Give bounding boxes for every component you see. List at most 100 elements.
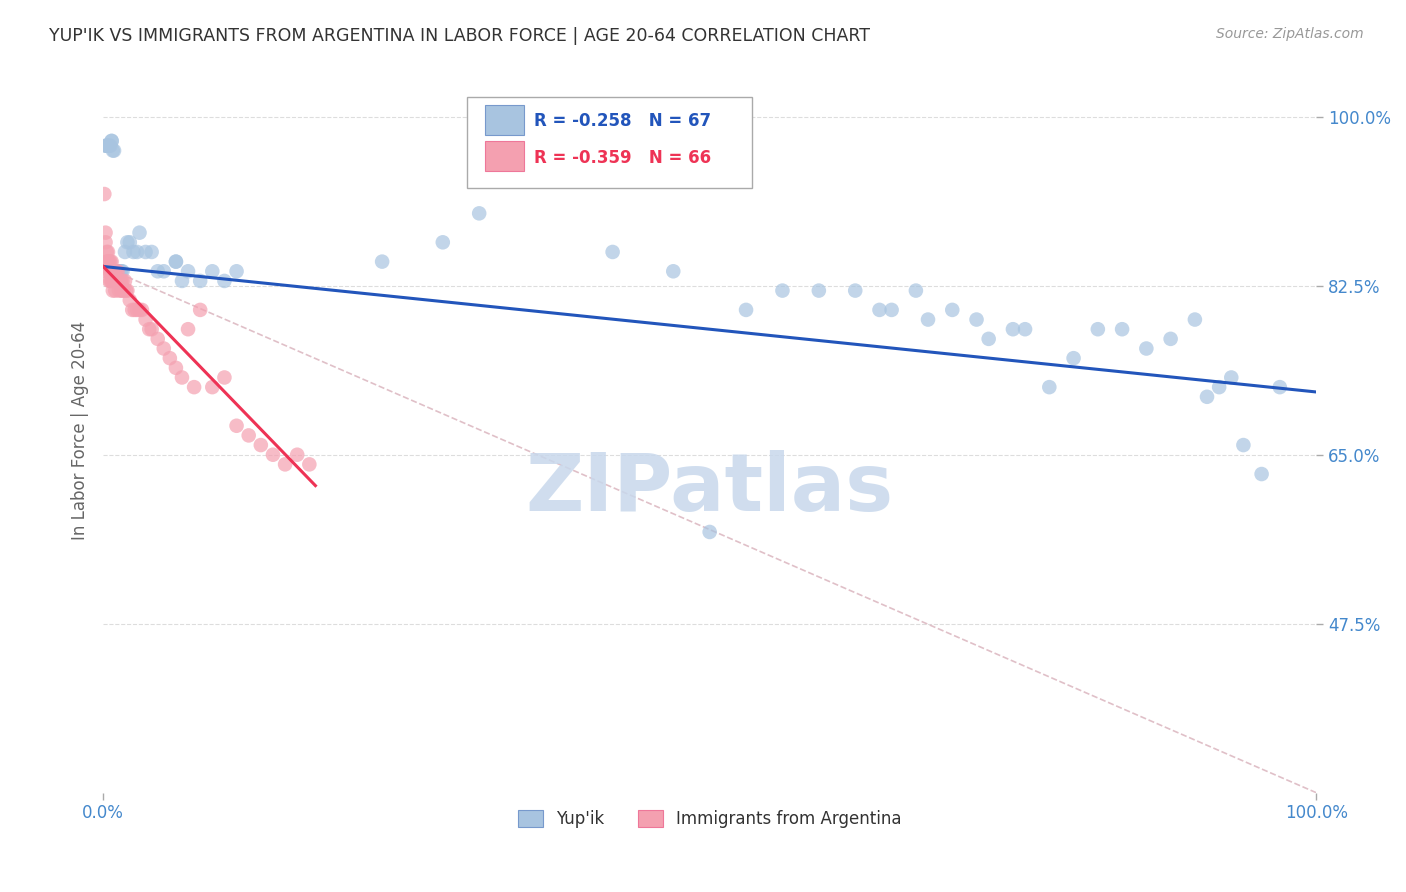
- Point: [1184, 312, 1206, 326]
- Point: [880, 302, 903, 317]
- Point: [103, 264, 125, 278]
- Point: [1268, 380, 1291, 394]
- Point: [238, 428, 260, 442]
- Point: [1014, 322, 1036, 336]
- Point: [108, 274, 131, 288]
- Point: [100, 254, 122, 268]
- Point: [105, 274, 128, 288]
- Point: [104, 264, 127, 278]
- Legend: Yup'ik, Immigrants from Argentina: Yup'ik, Immigrants from Argentina: [512, 804, 908, 835]
- Point: [97, 254, 120, 268]
- Point: [96, 254, 118, 268]
- Point: [97, 244, 120, 259]
- Point: [110, 284, 132, 298]
- Point: [188, 274, 211, 288]
- Point: [98, 138, 121, 153]
- Point: [152, 342, 174, 356]
- Point: [1063, 351, 1085, 366]
- Point: [735, 302, 758, 317]
- Point: [112, 284, 135, 298]
- Point: [170, 370, 193, 384]
- Point: [107, 264, 129, 278]
- Point: [214, 370, 236, 384]
- Point: [1232, 438, 1254, 452]
- Point: [699, 524, 721, 539]
- Point: [1250, 467, 1272, 481]
- Point: [100, 134, 122, 148]
- Point: [262, 448, 284, 462]
- Point: [98, 254, 121, 268]
- Point: [115, 284, 138, 298]
- Point: [135, 244, 157, 259]
- Point: [104, 264, 127, 278]
- Point: [101, 264, 124, 278]
- Point: [96, 138, 118, 153]
- Point: [1220, 370, 1243, 384]
- Point: [96, 138, 118, 153]
- Point: [117, 235, 139, 250]
- Point: [917, 312, 939, 326]
- Point: [117, 284, 139, 298]
- Point: [201, 380, 224, 394]
- Point: [468, 206, 491, 220]
- Point: [432, 235, 454, 250]
- Point: [108, 274, 131, 288]
- Point: [108, 264, 131, 278]
- Point: [941, 302, 963, 317]
- Point: [225, 264, 247, 278]
- Point: [108, 264, 131, 278]
- Point: [274, 458, 297, 472]
- Point: [98, 264, 121, 278]
- Point: [165, 254, 187, 268]
- Point: [1087, 322, 1109, 336]
- Point: [105, 264, 128, 278]
- Point: [201, 264, 224, 278]
- Text: R = -0.359   N = 66: R = -0.359 N = 66: [534, 149, 711, 167]
- Point: [101, 144, 124, 158]
- Point: [602, 244, 624, 259]
- Point: [94, 235, 117, 250]
- Point: [977, 332, 1000, 346]
- Point: [141, 244, 163, 259]
- Point: [124, 302, 146, 317]
- Point: [100, 254, 122, 268]
- Point: [904, 284, 927, 298]
- Point: [1038, 380, 1060, 394]
- Point: [105, 264, 128, 278]
- Point: [146, 264, 169, 278]
- Point: [772, 284, 794, 298]
- Point: [225, 418, 247, 433]
- Point: [127, 302, 149, 317]
- FancyBboxPatch shape: [485, 104, 524, 136]
- Point: [103, 274, 125, 288]
- Point: [101, 274, 124, 288]
- Point: [1111, 322, 1133, 336]
- Point: [869, 302, 891, 317]
- Point: [121, 302, 143, 317]
- Point: [100, 138, 122, 153]
- Point: [1001, 322, 1024, 336]
- Point: [111, 274, 134, 288]
- Point: [100, 134, 122, 148]
- Point: [128, 302, 150, 317]
- Text: ZIPatlas: ZIPatlas: [526, 450, 894, 527]
- Point: [146, 332, 169, 346]
- Text: YUP'IK VS IMMIGRANTS FROM ARGENTINA IN LABOR FORCE | AGE 20-64 CORRELATION CHART: YUP'IK VS IMMIGRANTS FROM ARGENTINA IN L…: [49, 27, 870, 45]
- Point: [371, 254, 394, 268]
- Point: [159, 351, 181, 366]
- Point: [807, 284, 830, 298]
- Point: [1208, 380, 1230, 394]
- Point: [108, 284, 131, 298]
- Point: [844, 284, 866, 298]
- Point: [662, 264, 685, 278]
- Text: Source: ZipAtlas.com: Source: ZipAtlas.com: [1216, 27, 1364, 41]
- FancyBboxPatch shape: [485, 141, 524, 171]
- Point: [110, 274, 132, 288]
- Point: [118, 293, 141, 308]
- Point: [298, 458, 321, 472]
- Point: [111, 264, 134, 278]
- Point: [114, 274, 136, 288]
- Point: [165, 360, 187, 375]
- Point: [93, 187, 115, 202]
- Point: [122, 244, 145, 259]
